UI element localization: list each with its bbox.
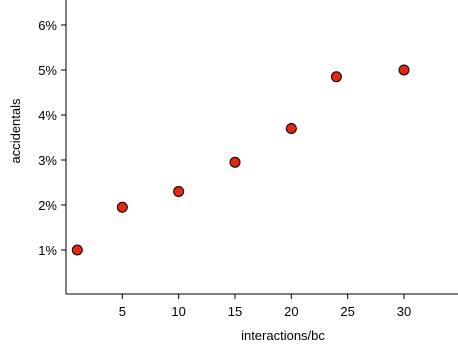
x-axis-title: interactions/bc [241, 328, 325, 343]
y-axis-title: accidentals [8, 98, 23, 164]
y-tick-label: 4% [38, 108, 57, 123]
data-point [229, 156, 241, 168]
y-tick-label: 5% [38, 63, 57, 78]
x-tick-label: 25 [340, 304, 354, 319]
data-point [285, 123, 297, 134]
y-ticks: 1% 2% 3% 4% 5% 6% [38, 18, 66, 258]
x-tick-label: 20 [284, 304, 298, 319]
x-tick-label: 10 [171, 304, 185, 319]
axes [65, 0, 458, 295]
data-points [71, 64, 410, 256]
y-tick-label: 1% [38, 243, 57, 258]
x-tick-label: 5 [119, 304, 126, 319]
data-point [330, 71, 342, 83]
y-tick-label: 3% [38, 153, 57, 168]
x-ticks: 5 10 15 20 25 30 [119, 294, 411, 319]
x-tick-label: 15 [228, 304, 242, 319]
x-tick-label: 30 [397, 304, 411, 319]
data-point [398, 64, 410, 76]
data-point [71, 244, 83, 256]
y-tick-label: 6% [38, 18, 57, 33]
data-point [173, 186, 185, 197]
y-tick-label: 2% [38, 198, 57, 213]
data-point [116, 201, 128, 213]
